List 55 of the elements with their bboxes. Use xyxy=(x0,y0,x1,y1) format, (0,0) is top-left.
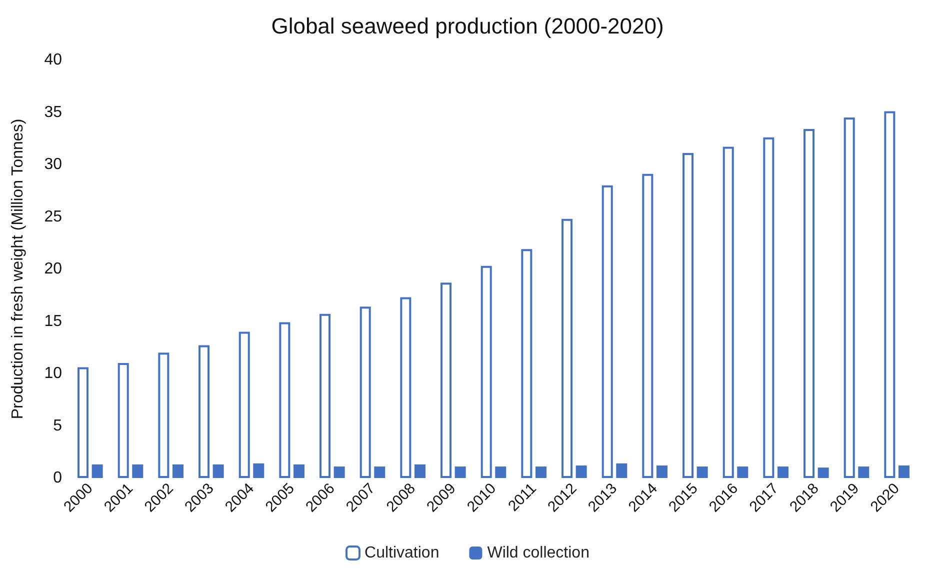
bar xyxy=(576,465,587,478)
bar xyxy=(238,332,250,478)
bar xyxy=(642,174,654,478)
bar xyxy=(320,314,331,478)
y-tick-label: 15 xyxy=(44,312,62,330)
bar xyxy=(212,464,224,478)
y-tick-label: 35 xyxy=(44,104,62,121)
bar xyxy=(440,282,452,478)
bar xyxy=(535,466,546,478)
bar xyxy=(858,466,870,478)
y-tick-label: 30 xyxy=(44,156,62,173)
bar xyxy=(763,137,774,478)
bar xyxy=(602,185,613,478)
bar xyxy=(92,464,103,478)
bar xyxy=(414,464,426,478)
bar xyxy=(696,466,708,478)
bar xyxy=(172,464,184,478)
bar xyxy=(804,128,815,478)
bar xyxy=(360,306,371,478)
y-tick-label: 25 xyxy=(44,208,62,226)
y-axis-title: Production in fresh weight (Million Tonnes) xyxy=(10,118,26,420)
bar xyxy=(374,466,386,478)
y-tick-label: 0 xyxy=(53,470,62,486)
legend-label: Wild collection xyxy=(487,544,590,562)
bar xyxy=(777,466,788,478)
bar xyxy=(78,367,89,478)
bar xyxy=(158,352,170,478)
y-tick-label: 40 xyxy=(44,52,62,68)
bar xyxy=(898,465,910,478)
bar xyxy=(682,153,694,478)
bar xyxy=(253,463,264,478)
bar xyxy=(737,466,748,478)
bar xyxy=(480,266,492,478)
bar xyxy=(495,466,506,478)
bar xyxy=(400,297,412,478)
bar xyxy=(722,146,734,478)
y-tick-label: 10 xyxy=(44,365,62,382)
bar xyxy=(132,464,144,478)
bar xyxy=(118,363,129,478)
bar xyxy=(279,322,290,478)
bar xyxy=(562,218,573,478)
chart-title: Global seaweed production (2000-2020) xyxy=(271,14,664,38)
bar xyxy=(844,117,855,478)
y-tick-label: 20 xyxy=(44,260,62,278)
bar xyxy=(818,468,829,478)
legend-label: Cultivation xyxy=(364,544,440,562)
bar xyxy=(334,466,345,478)
bar xyxy=(293,464,304,478)
bar xyxy=(656,465,668,478)
bar xyxy=(521,249,532,478)
bar xyxy=(454,466,466,478)
bar xyxy=(198,345,210,478)
bar xyxy=(616,463,628,478)
y-tick-label: 5 xyxy=(53,417,62,434)
bar xyxy=(884,111,896,478)
